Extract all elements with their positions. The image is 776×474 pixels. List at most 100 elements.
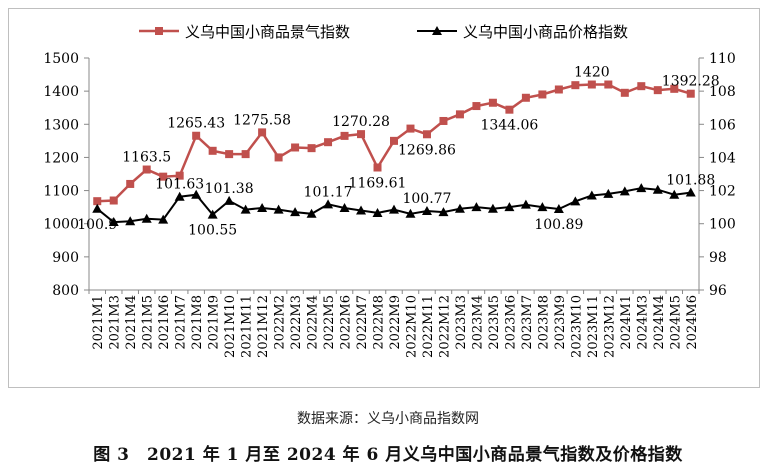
data-label: 1163.5 [122, 150, 171, 166]
data-point-square [406, 124, 415, 133]
data-point-square [653, 86, 662, 95]
x-tick-label: 2022M4 [306, 295, 321, 350]
data-point-square [307, 144, 316, 153]
data-point-triangle [290, 207, 301, 217]
x-tick-label: 2022M3 [289, 295, 304, 350]
left-tick-label: 1500 [43, 51, 79, 67]
x-tick-label: 2022M6 [339, 295, 354, 350]
data-point-triangle [570, 196, 581, 206]
x-tick-label: 2023M8 [536, 295, 551, 350]
data-point-triangle [240, 204, 251, 214]
data-label: 101.63 [155, 177, 204, 193]
left-tick-label: 1100 [43, 184, 79, 200]
left-tick-label: 800 [52, 283, 79, 299]
data-point-square [258, 128, 267, 137]
data-point-square [604, 80, 613, 89]
x-tick-label: 2023M12 [602, 295, 617, 358]
x-tick-label: 2021M8 [190, 295, 205, 350]
x-tick-label: 2021M4 [124, 295, 139, 350]
x-tick-label: 2021M7 [174, 295, 189, 350]
x-tick-label: 2021M5 [141, 295, 156, 350]
chart-frame: 义乌中国小商品景气指数 义乌中国小商品价格指数 800 900 1000 1100 120… [8, 8, 760, 388]
x-tick-label: 2023M4 [470, 295, 485, 350]
data-point-square [521, 93, 530, 102]
left-tick-label: 1200 [43, 150, 79, 166]
data-point-square [390, 136, 398, 145]
data-point-triangle [356, 205, 367, 215]
x-tick-label: 2023M7 [520, 295, 535, 350]
data-point-square [571, 81, 580, 90]
data-point-triangle [141, 213, 152, 223]
data-point-square [225, 150, 234, 159]
x-tick-label: 2024M1 [619, 295, 634, 350]
left-tick-label: 900 [52, 250, 79, 266]
data-point-square [455, 110, 464, 119]
legend-label: 义乌中国小商品景气指数 [185, 23, 350, 41]
data-label: 100.9 [77, 217, 117, 233]
data-point-triangle [389, 204, 399, 214]
data-point-triangle [669, 189, 680, 199]
data-point-triangle [454, 203, 465, 213]
data-label: 101.38 [205, 181, 254, 197]
series-layer [92, 80, 696, 227]
x-tick-label: 2022M10 [404, 295, 419, 358]
data-label: 101.88 [666, 173, 715, 189]
data-label: 101.17 [304, 184, 353, 200]
x-tick-label: 2023M5 [487, 295, 502, 350]
x-tick-label: 2022M7 [355, 295, 370, 350]
right-tick-label: 104 [709, 150, 736, 166]
data-point-triangle [207, 209, 218, 219]
right-tick-label: 110 [709, 51, 736, 67]
line-chart: 义乌中国小商品景气指数 义乌中国小商品价格指数 800 900 1000 1100 120… [43, 23, 735, 358]
legend: 义乌中国小商品景气指数 义乌中国小商品价格指数 [139, 23, 628, 41]
data-point-triangle [191, 189, 202, 199]
data-point-triangle [504, 202, 515, 212]
data-point-triangle [636, 183, 647, 193]
right-tick-label: 98 [709, 250, 727, 266]
x-tick-label: 2024M6 [685, 295, 700, 350]
x-tick-label: 2023M11 [586, 295, 601, 358]
data-point-square [686, 89, 695, 98]
right-tick-label: 100 [709, 217, 736, 233]
x-tick-label: 2021M9 [207, 295, 222, 350]
x-tick-label: 2021M12 [256, 295, 271, 358]
data-point-triangle [603, 188, 614, 198]
data-label: 1269.86 [398, 142, 456, 158]
data-point-triangle [372, 207, 383, 217]
data-point-square [291, 143, 300, 152]
data-point-square [488, 98, 497, 107]
data-point-square [587, 80, 596, 89]
right-tick-label: 108 [709, 84, 736, 100]
x-tick-label: 2021M1 [91, 295, 106, 350]
data-point-square [637, 82, 646, 91]
data-label: 100.55 [188, 223, 237, 239]
data-point-square [670, 84, 679, 93]
left-tick-label: 1400 [43, 84, 79, 100]
data-point-square [109, 196, 118, 205]
data-point-square [373, 163, 382, 172]
data-point-square [324, 138, 333, 147]
data-point-triangle [685, 187, 696, 197]
legend-label: 义乌中国小商品价格指数 [463, 23, 628, 41]
data-label: 1270.28 [332, 114, 390, 130]
data-point-triangle [471, 202, 482, 212]
x-tick-label: 2021M3 [108, 295, 123, 350]
data-point-triangle [92, 203, 103, 213]
x-tick-label: 2024M4 [652, 295, 667, 350]
annotation-layer: 1163.5 1265.43 1275.58 1270.28 1169.61 1269.8… [77, 65, 720, 239]
data-point-triangle [537, 202, 548, 212]
axes: 800 900 1000 1100 1200 1300 1400 1500 96 98 100 102… [43, 51, 735, 358]
data-point-triangle [158, 214, 169, 224]
x-tick-label: 2023M10 [569, 295, 584, 358]
data-point-square [142, 165, 151, 174]
data-point-square [192, 131, 201, 140]
data-label: 1265.43 [167, 116, 225, 132]
data-point-triangle [174, 191, 185, 201]
x-tick-label: 2021M6 [157, 295, 172, 350]
data-point-square [620, 88, 629, 97]
data-point-square [439, 116, 448, 125]
left-tick-label: 1300 [43, 117, 79, 133]
data-point-triangle [339, 202, 350, 212]
data-point-triangle [487, 203, 498, 213]
data-point-triangle [619, 186, 630, 196]
